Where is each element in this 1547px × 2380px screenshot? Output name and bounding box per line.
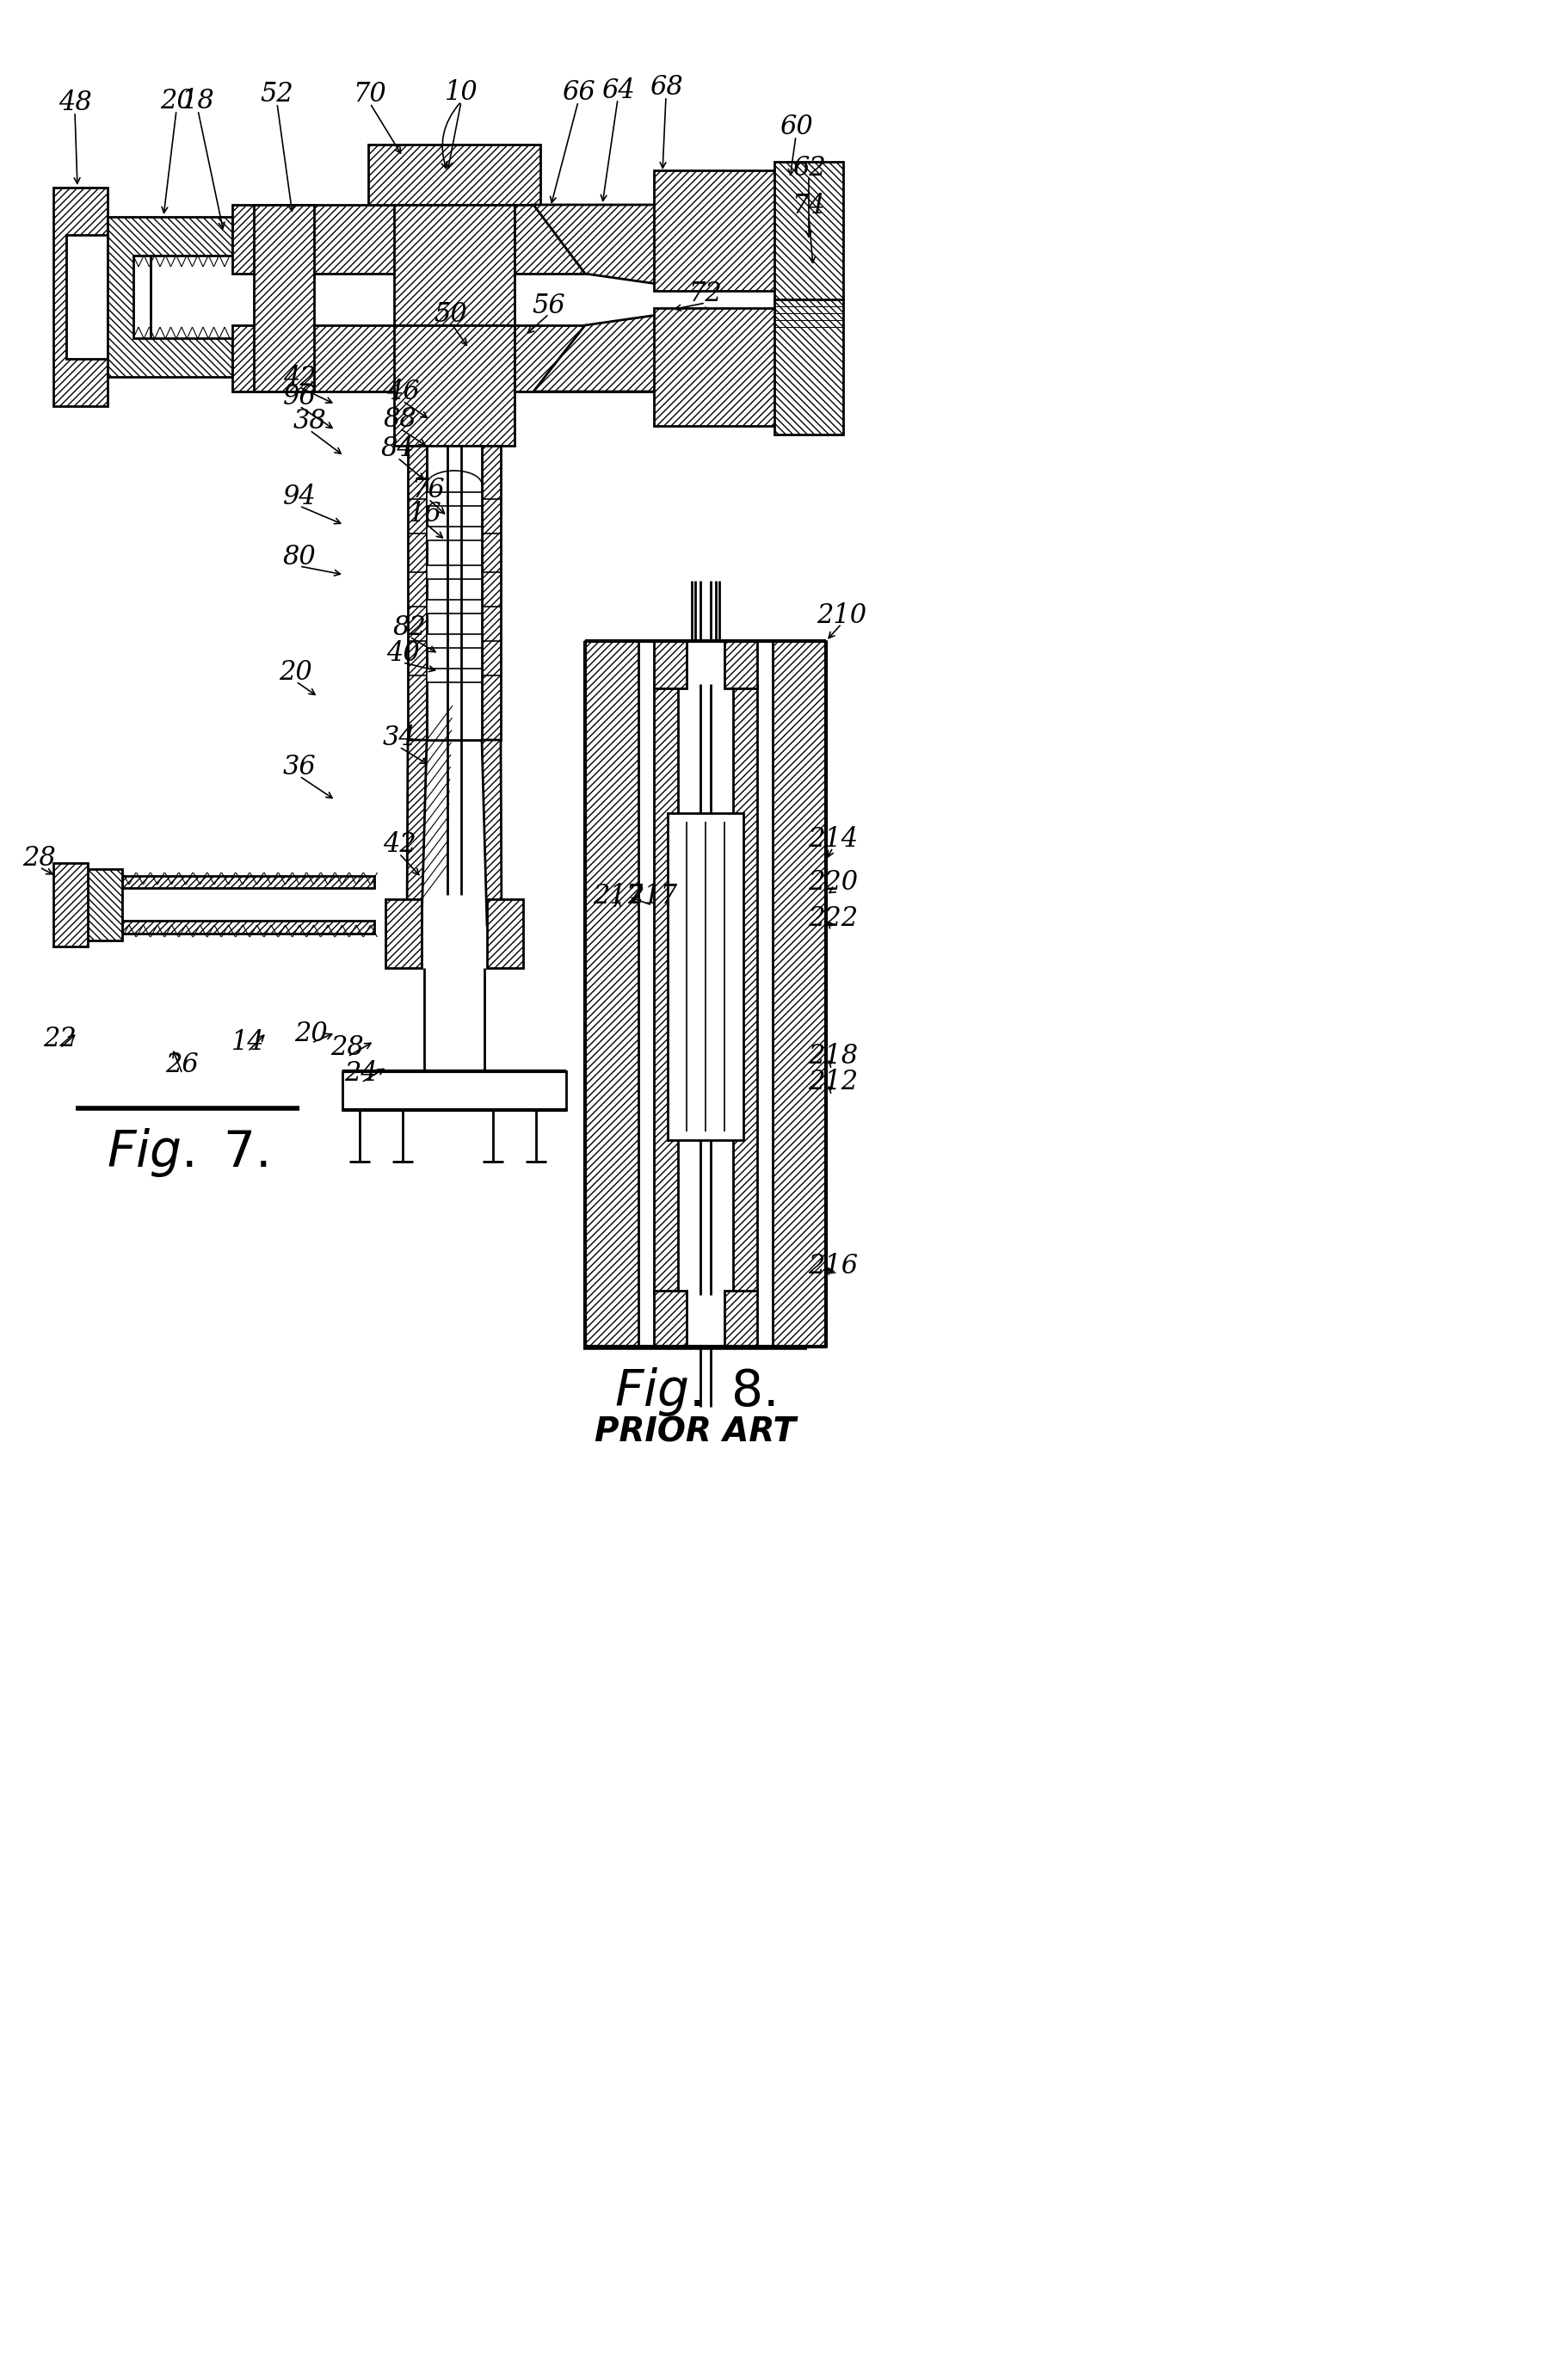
Text: 220: 220 <box>808 869 859 895</box>
Polygon shape <box>654 640 687 688</box>
Polygon shape <box>122 876 374 888</box>
Text: 26: 26 <box>166 1052 200 1078</box>
Bar <box>427 445 481 740</box>
Polygon shape <box>534 205 705 290</box>
Bar <box>427 493 481 507</box>
Text: 28: 28 <box>23 845 56 871</box>
Text: 14: 14 <box>231 1031 265 1057</box>
Text: 217: 217 <box>627 883 678 909</box>
Text: 70: 70 <box>353 81 387 107</box>
Text: 20: 20 <box>295 1021 328 1047</box>
Polygon shape <box>53 188 108 407</box>
Text: 48: 48 <box>59 90 91 117</box>
Bar <box>108 236 150 359</box>
Polygon shape <box>733 683 756 1295</box>
Text: $\mathit{Fig.\ 8.}$: $\mathit{Fig.\ 8.}$ <box>614 1366 775 1418</box>
Text: 50: 50 <box>435 300 467 328</box>
Bar <box>342 1071 566 1109</box>
Text: 60: 60 <box>780 114 812 140</box>
Text: 52: 52 <box>260 81 294 107</box>
Text: 46: 46 <box>387 378 419 405</box>
Text: 212: 212 <box>808 1069 859 1095</box>
Bar <box>427 600 481 614</box>
Text: 216: 216 <box>808 1254 859 1280</box>
Polygon shape <box>654 171 809 290</box>
Text: 222: 222 <box>808 907 859 933</box>
Text: 210: 210 <box>817 602 866 628</box>
Polygon shape <box>585 640 639 1347</box>
Text: 72: 72 <box>688 281 722 307</box>
Text: 20: 20 <box>280 659 312 685</box>
Bar <box>427 669 481 683</box>
Polygon shape <box>775 300 843 436</box>
Text: 84: 84 <box>381 436 415 462</box>
Text: 24: 24 <box>345 1061 377 1088</box>
Polygon shape <box>654 1290 687 1347</box>
Polygon shape <box>724 1290 756 1347</box>
Polygon shape <box>772 640 826 1347</box>
Text: 20: 20 <box>159 88 193 114</box>
Polygon shape <box>232 326 429 390</box>
Polygon shape <box>481 445 501 740</box>
Polygon shape <box>775 162 843 300</box>
Bar <box>427 526 481 540</box>
Text: 68: 68 <box>650 74 682 100</box>
Polygon shape <box>368 145 540 205</box>
Bar <box>427 633 481 647</box>
Polygon shape <box>724 640 756 688</box>
Text: 42: 42 <box>382 831 416 859</box>
Text: 217: 217 <box>593 883 642 909</box>
Polygon shape <box>232 205 429 274</box>
Text: 16: 16 <box>408 502 442 528</box>
Text: 74: 74 <box>792 193 826 219</box>
Polygon shape <box>534 307 705 390</box>
Polygon shape <box>254 205 314 390</box>
Text: 42: 42 <box>283 364 316 393</box>
Text: 214: 214 <box>808 826 859 852</box>
Polygon shape <box>53 864 88 947</box>
Text: 28: 28 <box>331 1035 364 1061</box>
Text: 76: 76 <box>412 476 446 505</box>
Polygon shape <box>515 326 671 390</box>
Polygon shape <box>654 683 678 1295</box>
Text: 38: 38 <box>292 409 326 436</box>
Text: PRIOR ART: PRIOR ART <box>594 1416 795 1449</box>
Polygon shape <box>408 445 427 740</box>
Text: 66: 66 <box>562 79 596 107</box>
Polygon shape <box>394 326 515 445</box>
Text: 64: 64 <box>602 76 634 105</box>
Text: 80: 80 <box>283 545 316 571</box>
Polygon shape <box>108 217 232 376</box>
Polygon shape <box>122 921 374 933</box>
Text: 36: 36 <box>283 754 316 781</box>
Text: 218: 218 <box>808 1042 859 1071</box>
Text: 96: 96 <box>283 383 316 412</box>
Text: $\mathit{Fig.\ 7.}$: $\mathit{Fig.\ 7.}$ <box>107 1126 268 1178</box>
Bar <box>427 566 481 578</box>
Text: 22: 22 <box>43 1026 77 1052</box>
Text: 40: 40 <box>387 640 419 666</box>
Text: 10: 10 <box>444 79 478 107</box>
Polygon shape <box>515 205 671 274</box>
Text: 88: 88 <box>384 407 416 433</box>
Text: 94: 94 <box>283 483 316 512</box>
Polygon shape <box>654 307 809 426</box>
Bar <box>668 814 744 1140</box>
Text: 34: 34 <box>382 726 416 752</box>
Text: 56: 56 <box>532 293 566 319</box>
Polygon shape <box>487 900 523 969</box>
Text: 62: 62 <box>792 155 826 181</box>
Polygon shape <box>88 869 122 940</box>
Text: 82: 82 <box>393 614 427 643</box>
Polygon shape <box>394 205 515 326</box>
Polygon shape <box>407 740 427 926</box>
Polygon shape <box>481 740 501 926</box>
Text: 18: 18 <box>181 88 215 114</box>
Polygon shape <box>385 900 422 969</box>
